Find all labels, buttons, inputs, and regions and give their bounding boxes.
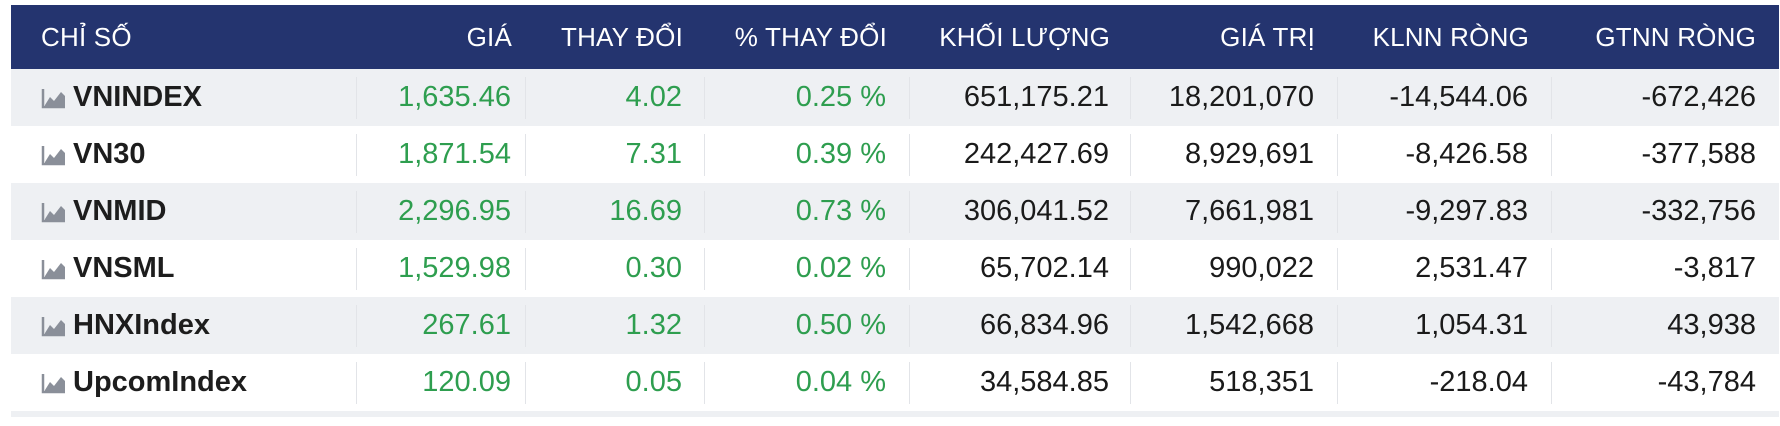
change-cell: 16.69 <box>526 190 705 233</box>
price-cell: 267.61 <box>357 304 526 347</box>
index-table: CHỈ SỐ GIÁ THAY ĐỔI % THAY ĐỔI KHỐI LƯỢN… <box>11 5 1779 417</box>
header-volume[interactable]: KHỐI LƯỢNG <box>939 21 1110 52</box>
change-cell: 1.32 <box>526 304 705 347</box>
pct-change-cell: 0.25 % <box>705 76 910 119</box>
index-name[interactable]: HNXIndex <box>73 309 210 341</box>
header-price[interactable]: GIÁ <box>466 21 512 52</box>
index-name[interactable]: VNMID <box>73 195 167 227</box>
header-index[interactable]: CHỈ SỐ <box>41 21 132 52</box>
volume-cell: 65,702.14 <box>910 247 1131 290</box>
index-name[interactable]: VNSML <box>73 252 175 284</box>
header-change[interactable]: THAY ĐỔI <box>561 21 683 52</box>
index-name-cell[interactable]: VNSML <box>11 247 357 290</box>
foreign-net-value-cell: -3,817 <box>1673 252 1756 284</box>
pct-change-cell: 0.50 % <box>705 304 910 347</box>
volume-cell: 34,584.85 <box>910 361 1131 404</box>
change-cell: 4.02 <box>526 76 705 119</box>
index-name-cell[interactable]: VNINDEX <box>11 76 357 119</box>
header-pct-change[interactable]: % THAY ĐỔI <box>734 21 887 52</box>
index-name-cell[interactable]: UpcomIndex <box>11 361 357 404</box>
change-cell: 0.30 <box>526 247 705 290</box>
price-cell: 120.09 <box>357 361 526 404</box>
volume-cell: 651,175.21 <box>910 76 1131 119</box>
foreign-net-value-cell: -377,588 <box>1641 138 1757 170</box>
index-name[interactable]: UpcomIndex <box>73 366 248 398</box>
pct-change-cell: 0.04 % <box>705 361 910 404</box>
price-cell: 1,871.54 <box>357 133 526 176</box>
table-row[interactable]: VNMID 2,296.95 16.69 0.73 % 306,041.52 7… <box>11 183 1779 240</box>
foreign-net-value-cell: -672,426 <box>1641 81 1757 113</box>
value-cell: 7,661,981 <box>1131 190 1338 233</box>
chart-icon <box>41 88 65 108</box>
pct-change-cell: 0.73 % <box>705 190 910 233</box>
foreign-net-volume-cell: -218.04 <box>1338 361 1552 404</box>
value-cell: 518,351 <box>1131 361 1338 404</box>
chart-icon <box>41 316 65 336</box>
chart-icon <box>41 145 65 165</box>
table-row[interactable]: VN30 1,871.54 7.31 0.39 % 242,427.69 8,9… <box>11 126 1779 183</box>
table-row[interactable]: UpcomIndex 120.09 0.05 0.04 % 34,584.85 … <box>11 354 1779 411</box>
index-name-cell[interactable]: HNXIndex <box>11 304 357 347</box>
price-cell: 1,529.98 <box>357 247 526 290</box>
volume-cell: 66,834.96 <box>910 304 1131 347</box>
change-cell: 0.05 <box>526 361 705 404</box>
pct-change-cell: 0.39 % <box>705 133 910 176</box>
value-cell: 8,929,691 <box>1131 133 1338 176</box>
foreign-net-volume-cell: 2,531.47 <box>1338 247 1552 290</box>
value-cell: 1,542,668 <box>1131 304 1338 347</box>
foreign-net-volume-cell: 1,054.31 <box>1338 304 1552 347</box>
header-value[interactable]: GIÁ TRỊ <box>1220 21 1315 52</box>
foreign-net-volume-cell: -14,544.06 <box>1338 76 1552 119</box>
value-cell: 18,201,070 <box>1131 76 1338 119</box>
table-header: CHỈ SỐ GIÁ THAY ĐỔI % THAY ĐỔI KHỐI LƯỢN… <box>11 5 1779 69</box>
volume-cell: 306,041.52 <box>910 190 1131 233</box>
header-foreign-net-volume[interactable]: KLNN RÒNG <box>1372 21 1529 52</box>
chart-icon <box>41 202 65 222</box>
volume-cell: 242,427.69 <box>910 133 1131 176</box>
table-row[interactable]: VNSML 1,529.98 0.30 0.02 % 65,702.14 990… <box>11 240 1779 297</box>
value-cell: 990,022 <box>1131 247 1338 290</box>
header-foreign-net-value[interactable]: GTNN RÒNG <box>1595 21 1756 52</box>
change-cell: 7.31 <box>526 133 705 176</box>
foreign-net-volume-cell: -9,297.83 <box>1338 190 1552 233</box>
pct-change-cell: 0.02 % <box>705 247 910 290</box>
index-name-cell[interactable]: VN30 <box>11 133 357 176</box>
index-name[interactable]: VN30 <box>73 138 146 170</box>
index-name[interactable]: VNINDEX <box>73 81 202 113</box>
price-cell: 1,635.46 <box>357 76 526 119</box>
chart-icon <box>41 259 65 279</box>
table-bottom-strip <box>11 411 1779 417</box>
foreign-net-value-cell: 43,938 <box>1667 309 1756 341</box>
chart-icon <box>41 373 65 393</box>
table-row[interactable]: HNXIndex 267.61 1.32 0.50 % 66,834.96 1,… <box>11 297 1779 354</box>
foreign-net-volume-cell: -8,426.58 <box>1338 133 1552 176</box>
foreign-net-value-cell: -332,756 <box>1641 195 1757 227</box>
price-cell: 2,296.95 <box>357 190 526 233</box>
foreign-net-value-cell: -43,784 <box>1657 366 1756 398</box>
table-row[interactable]: VNINDEX 1,635.46 4.02 0.25 % 651,175.21 … <box>11 69 1779 126</box>
index-name-cell[interactable]: VNMID <box>11 190 357 233</box>
